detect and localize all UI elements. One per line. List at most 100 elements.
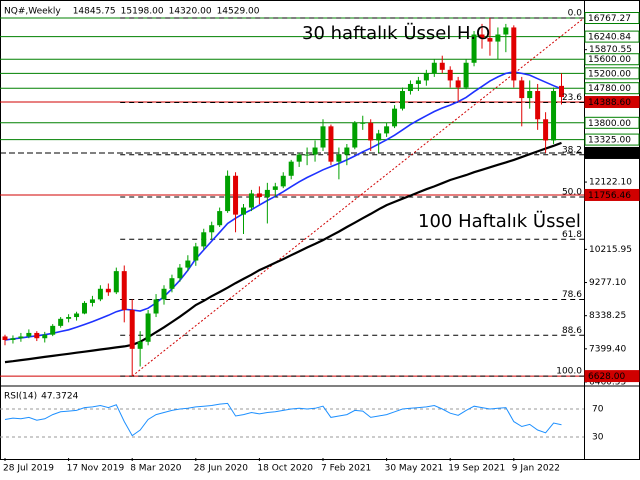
header-value: 14320.00: [169, 7, 212, 17]
candle-body: [264, 189, 270, 197]
x-tick-label: 28 Jun 2020: [194, 464, 248, 474]
level-label: 16240.84: [588, 33, 631, 43]
level-label-box: [584, 12, 640, 25]
candle-body: [121, 271, 127, 310]
candle-body: [296, 154, 302, 162]
candle-body: [256, 193, 262, 197]
candle-body: [209, 225, 215, 233]
level-label: 15200.00: [588, 69, 631, 79]
overlay: NQ#,Weekly 14845.75 15198.00 14320.00 14529.…: [0, 7, 640, 474]
y-tick-label: 15870.55: [589, 45, 632, 55]
candle-body: [2, 336, 8, 340]
candle-body: [137, 341, 143, 349]
header-value: 14845.75: [73, 7, 116, 17]
y-tick-label: 12122.10: [589, 178, 632, 188]
level-label: 14388.60: [588, 98, 631, 108]
level-label-box: [584, 370, 640, 383]
candle-body: [551, 91, 557, 141]
annotation: 30 haftalık Üssel H.O: [302, 22, 490, 44]
x-tick-label: 28 Jul 2019: [3, 464, 54, 474]
x-tick-label: 8 Mar 2020: [130, 464, 182, 474]
candle-body: [439, 62, 445, 70]
fib-label: 61.8: [562, 230, 582, 240]
candle-body: [113, 271, 119, 293]
candle-body: [177, 267, 183, 279]
x-tick-label: 17 Nov 2019: [67, 464, 125, 474]
candle-body: [384, 126, 390, 134]
rsi-tick-label: 30: [592, 433, 604, 443]
candle-body: [161, 288, 167, 300]
candle-body: [328, 126, 334, 162]
candle-body: [185, 260, 191, 268]
candle-body: [129, 309, 135, 349]
x-tick-label: 7 Feb 2021: [321, 464, 371, 474]
candle-body: [431, 62, 437, 74]
fib-label: 0.0: [568, 9, 583, 19]
candle-body: [89, 299, 95, 303]
candle-body: [535, 91, 541, 120]
candle-body: [336, 154, 342, 162]
candle-body: [559, 85, 564, 98]
header-value: 15198.00: [121, 7, 164, 17]
y-tick-label: 6460.55: [589, 378, 626, 388]
level-label: 12945.80: [588, 149, 631, 159]
candle-body: [511, 27, 517, 81]
rsi-title: RSI(14): [4, 392, 37, 402]
level-label-box: [584, 146, 640, 159]
candle-body: [495, 34, 501, 42]
candle-body: [233, 175, 239, 215]
ema-line: [4, 141, 562, 364]
y-tick-label: 10215.95: [589, 245, 632, 255]
candle-body: [360, 122, 366, 124]
level-label-box: [584, 30, 640, 43]
level-label: 13800.00: [588, 119, 631, 129]
candle-body: [217, 211, 223, 226]
candle-body: [58, 318, 64, 326]
candle-body: [42, 334, 48, 339]
x-tick-label: 9 Jan 2022: [512, 464, 560, 474]
level-label-box: [584, 82, 640, 95]
ema-line: [4, 71, 562, 341]
fib-label: 88.6: [562, 326, 582, 336]
candle-body: [423, 73, 429, 81]
rsi-value: 47.3724: [41, 392, 78, 402]
level-label: 6628.00: [588, 372, 625, 382]
rsi-line: [4, 402, 562, 437]
candle-body: [407, 83, 413, 92]
y-tick-label: 7399.40: [589, 344, 626, 354]
candle-body: [543, 119, 549, 141]
candle-body: [193, 246, 199, 261]
level-label-box: [584, 188, 640, 201]
candle-body: [415, 80, 421, 84]
level-label: 15600.00: [588, 55, 631, 65]
fib-trend-line: [131, 17, 584, 377]
candle-body: [471, 34, 477, 63]
level-label: 11756.46: [588, 191, 631, 201]
candle-body: [527, 91, 533, 99]
fib-label: 23.6: [562, 93, 582, 103]
candle-body: [105, 288, 111, 293]
candle-body: [34, 332, 40, 339]
fib-label: 50.0: [562, 188, 582, 198]
candle-body: [376, 133, 382, 141]
candle-body: [503, 27, 509, 35]
candle-body: [82, 302, 87, 314]
fib-label: 78.6: [562, 290, 582, 300]
candle-body: [352, 122, 358, 148]
x-tick-label: 18 Oct 2020: [257, 464, 313, 474]
level-label-box: [584, 116, 640, 129]
candle-body: [97, 288, 103, 300]
candle-body: [455, 80, 461, 88]
level-label: 16767.27: [588, 14, 631, 24]
candle-body: [320, 126, 326, 148]
candle-body: [26, 332, 32, 337]
candle-body: [280, 175, 286, 187]
candle-body: [66, 317, 72, 319]
level-label: 14780.00: [588, 84, 631, 94]
plot-area: 30 haftalık Üssel H.O 100 Haftalık Üssel …: [0, 17, 584, 377]
candle-body: [225, 175, 231, 212]
candle-body: [463, 62, 469, 88]
candle-body: [145, 313, 151, 342]
chart-title: NQ#,Weekly: [4, 7, 61, 17]
